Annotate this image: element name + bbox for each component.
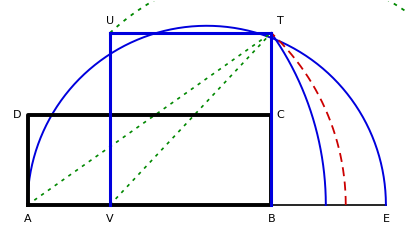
Text: E: E (382, 214, 389, 224)
Text: T: T (277, 16, 284, 26)
Text: C: C (276, 110, 284, 120)
Text: B: B (267, 214, 275, 224)
Text: A: A (24, 214, 31, 224)
Text: V: V (106, 214, 114, 224)
Text: U: U (106, 16, 114, 26)
Text: D: D (13, 110, 21, 120)
